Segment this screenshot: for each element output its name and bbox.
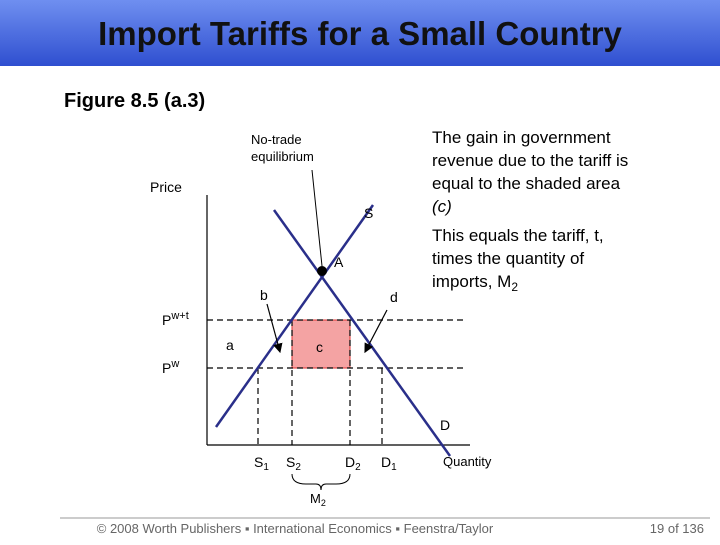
price-label: Pw <box>162 358 179 376</box>
footer-credit: © 2008 Worth Publishers ▪ International … <box>97 521 494 536</box>
quantity-label: S1 <box>254 454 269 473</box>
label-base: D <box>381 454 391 470</box>
shaded-area <box>291 319 351 369</box>
arrow <box>364 309 388 354</box>
brace <box>291 473 351 491</box>
guides <box>207 319 465 445</box>
label-base: M <box>310 491 321 506</box>
note-text: imports, M <box>432 272 511 291</box>
equilibrium-point <box>317 266 327 276</box>
demand-curve <box>272 209 452 457</box>
point-label: A <box>334 254 344 270</box>
quantity-label: D2 <box>345 454 361 473</box>
label-base: S <box>286 454 295 470</box>
label-sub: 2 <box>295 462 301 473</box>
note-line: equal to the shaded area <box>432 174 621 193</box>
label-base: P <box>162 360 171 376</box>
note-line: imports, M2 <box>432 272 518 294</box>
note-line: revenue due to the tariff is <box>432 151 628 170</box>
note-line: (c) <box>432 197 452 216</box>
label-sub: 2 <box>355 462 361 473</box>
curve-label: S <box>364 205 373 221</box>
area-label: b <box>260 287 268 303</box>
label-sub: 1 <box>263 462 269 473</box>
area-label: d <box>390 289 398 305</box>
area-label: a <box>226 337 234 353</box>
annotation: No-trade <box>251 132 302 147</box>
arrow <box>266 303 283 354</box>
axis-label: Price <box>150 179 182 195</box>
label-base: D <box>345 454 355 470</box>
label-base: S <box>254 454 263 470</box>
quantity-label: D1 <box>381 454 397 473</box>
note-line: This equals the tariff, t, <box>432 226 604 245</box>
axis-label: Quantity <box>443 454 492 469</box>
title-bar <box>0 0 720 66</box>
price-label: Pw+t <box>162 310 189 328</box>
label-sub: 1 <box>391 462 397 473</box>
label-base: P <box>162 312 171 328</box>
label-sub: 2 <box>321 498 326 508</box>
area-label: c <box>316 339 323 355</box>
label-sup: w <box>170 358 179 370</box>
annotation: equilibrium <box>251 149 314 164</box>
title: Import Tariffs for a Small Country <box>98 15 622 52</box>
note-sub: 2 <box>511 280 518 294</box>
label-sup: w+t <box>170 310 188 322</box>
page-number: 19 of 136 <box>650 521 704 536</box>
quantity-label: S2 <box>286 454 301 473</box>
note-line: times the quantity of <box>432 249 584 268</box>
imports-label: M2 <box>310 491 326 508</box>
curve-label: D <box>440 417 450 433</box>
note-line: The gain in government <box>432 128 611 147</box>
supply-curve <box>214 204 375 428</box>
figure-label: Figure 8.5 (a.3) <box>64 90 205 112</box>
pointer-line <box>311 169 323 267</box>
